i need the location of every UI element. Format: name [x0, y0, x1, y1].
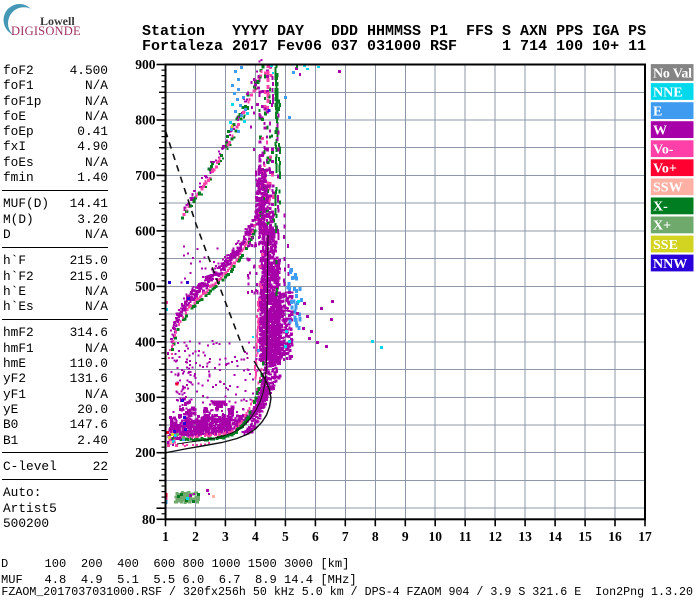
svg-text:SSW: SSW	[653, 181, 683, 196]
svg-text:14: 14	[548, 529, 562, 544]
svg-text:700: 700	[135, 168, 156, 183]
svg-text:Vo-: Vo-	[653, 143, 674, 158]
svg-text:8: 8	[372, 529, 379, 544]
svg-text:5: 5	[282, 529, 289, 544]
svg-text:NNW: NNW	[653, 257, 687, 272]
svg-text:4: 4	[252, 529, 259, 544]
svg-text:600: 600	[135, 223, 156, 238]
svg-text:900: 900	[135, 57, 156, 72]
svg-text:X-: X-	[653, 200, 668, 215]
svg-text:17: 17	[638, 529, 652, 544]
svg-text:E: E	[653, 104, 662, 119]
svg-text:10: 10	[428, 529, 442, 544]
svg-text:13: 13	[518, 529, 532, 544]
svg-text:16: 16	[608, 529, 622, 544]
svg-text:500: 500	[135, 279, 156, 294]
svg-text:NNE: NNE	[653, 85, 683, 100]
svg-text:3: 3	[222, 529, 229, 544]
svg-text:No Val: No Val	[653, 66, 692, 81]
svg-text:9: 9	[402, 529, 409, 544]
svg-text:300: 300	[135, 390, 156, 405]
svg-text:W: W	[653, 123, 667, 138]
svg-text:11: 11	[459, 529, 472, 544]
svg-text:80: 80	[142, 512, 156, 527]
svg-text:15: 15	[578, 529, 592, 544]
svg-text:200: 200	[135, 445, 156, 460]
svg-text:1: 1	[162, 529, 169, 544]
svg-text:2: 2	[192, 529, 199, 544]
svg-text:Vo+: Vo+	[653, 162, 677, 177]
svg-text:6: 6	[312, 529, 319, 544]
svg-text:7: 7	[342, 529, 349, 544]
svg-text:400: 400	[135, 334, 156, 349]
svg-text:X+: X+	[653, 219, 671, 234]
svg-text:12: 12	[488, 529, 502, 544]
svg-text:800: 800	[135, 113, 156, 128]
svg-text:SSE: SSE	[653, 238, 678, 253]
